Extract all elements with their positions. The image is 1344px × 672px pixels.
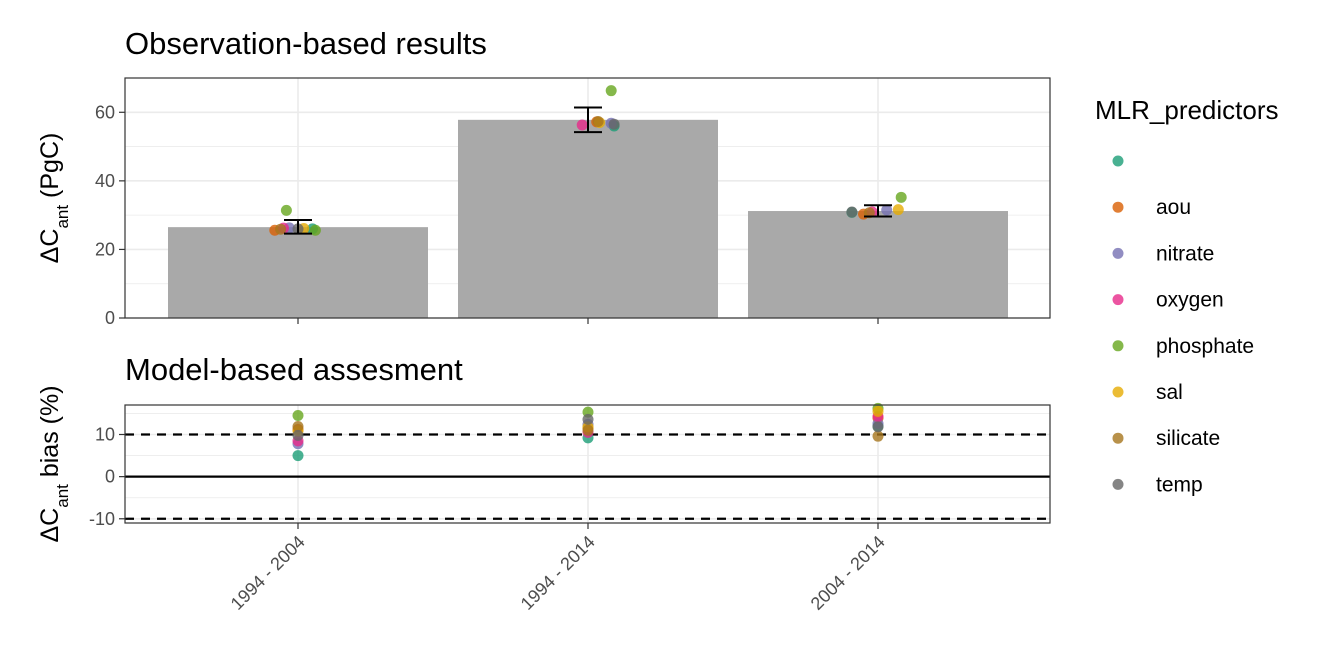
data-point: [892, 204, 904, 216]
y-tick-label: 40: [95, 171, 115, 191]
data-point: [292, 429, 304, 441]
errorbar: [284, 218, 312, 235]
bottom-y-label-sub: ant: [53, 484, 72, 508]
y-tick-label: -10: [89, 509, 115, 529]
bottom-panel-points: [292, 402, 884, 462]
data-point: [846, 206, 858, 218]
legend-item: temp: [1112, 473, 1203, 496]
data-point: [872, 405, 884, 417]
data-point: [309, 224, 321, 236]
legend-item: silicate: [1112, 427, 1220, 450]
legend-key: [1112, 432, 1124, 444]
legend-items: aou nitrate oxygen phosphate sal silicate temp: [1112, 155, 1254, 496]
legend: MLR_predictors aou nitrate oxygen phosphate…: [1095, 95, 1279, 496]
x-tick-label: 1994 - 2004: [227, 532, 309, 614]
top-panel-y-ticks: 0 20 40 60: [95, 102, 125, 328]
top-panel: Observation-based results 0 20 40 60 ΔCant …: [36, 26, 1051, 328]
legend-key: [1112, 340, 1124, 352]
y-tick-label: 0: [105, 308, 115, 328]
bottom-panel-reference-lines: [125, 433, 1050, 520]
data-point: [292, 410, 304, 422]
data-point: [280, 204, 292, 216]
legend-key: [1112, 201, 1124, 213]
legend-label: sal: [1156, 381, 1183, 404]
legend-key: [1112, 386, 1124, 398]
legend-item: [1112, 155, 1124, 167]
y-tick-label: 20: [95, 239, 115, 259]
top-panel-errorbars: [284, 106, 892, 235]
bottom-panel-y-ticks: -10 0 10: [89, 425, 125, 529]
top-panel-y-axis-label: ΔCant (PgC): [36, 133, 72, 264]
legend-label: silicate: [1156, 427, 1220, 450]
data-point: [292, 420, 304, 432]
data-point: [292, 450, 304, 462]
data-point: [576, 119, 588, 131]
legend-label: temp: [1156, 473, 1203, 496]
data-point: [872, 421, 884, 433]
legend-label: nitrate: [1156, 242, 1214, 265]
y-tick-label: 10: [95, 425, 115, 445]
data-point: [592, 116, 604, 128]
bottom-y-label-suffix: bias (%): [36, 385, 64, 484]
data-point: [275, 223, 287, 235]
errorbar: [574, 106, 602, 134]
legend-key: [1112, 294, 1124, 306]
errorbar: [864, 204, 892, 218]
legend-label: phosphate: [1156, 335, 1254, 358]
bottom-panel-title: Model-based assesment: [125, 352, 463, 387]
bottom-panel: Model-based assesment -10 0 10 1994 - 2004…: [36, 352, 1051, 614]
bar: [748, 211, 1008, 318]
top-panel-title: Observation-based results: [125, 26, 487, 61]
top-y-label-sub: ant: [53, 205, 72, 229]
top-panel-x-ticks: [297, 318, 879, 324]
top-y-label-base: ΔC: [36, 229, 64, 264]
legend-title: MLR_predictors: [1095, 95, 1279, 125]
bottom-y-label-base: ΔC: [36, 508, 64, 543]
x-tick-label: 1994 - 2014: [517, 532, 599, 614]
legend-item: nitrate: [1112, 242, 1214, 265]
data-point: [872, 430, 884, 442]
data-point: [863, 207, 875, 219]
top-y-label-suffix: (PgC): [36, 133, 64, 205]
legend-key: [1112, 247, 1124, 259]
y-tick-label: 0: [105, 467, 115, 487]
legend-key: [1112, 478, 1124, 490]
legend-label: oxygen: [1156, 289, 1224, 312]
data-point: [582, 424, 594, 436]
data-point: [608, 118, 620, 130]
data-point: [895, 191, 907, 203]
top-panel-points: [269, 85, 907, 236]
data-point: [582, 413, 594, 425]
bottom-panel-x-ticks: 1994 - 2004 1994 - 2014 2004 - 2014: [227, 523, 889, 614]
data-point: [881, 204, 893, 216]
y-tick-label: 60: [95, 102, 115, 122]
legend-item: sal: [1112, 381, 1183, 404]
legend-label: aou: [1156, 196, 1191, 219]
x-tick-label: 2004 - 2014: [807, 532, 889, 614]
bar: [168, 227, 428, 318]
legend-item: aou: [1112, 196, 1191, 219]
legend-key: [1112, 155, 1124, 167]
top-panel-bars: [168, 119, 1008, 318]
bar: [458, 119, 718, 318]
legend-item: oxygen: [1112, 289, 1224, 312]
bottom-panel-y-axis-label: ΔCant bias (%): [36, 385, 72, 542]
data-point: [605, 85, 617, 97]
legend-item: phosphate: [1112, 335, 1254, 358]
